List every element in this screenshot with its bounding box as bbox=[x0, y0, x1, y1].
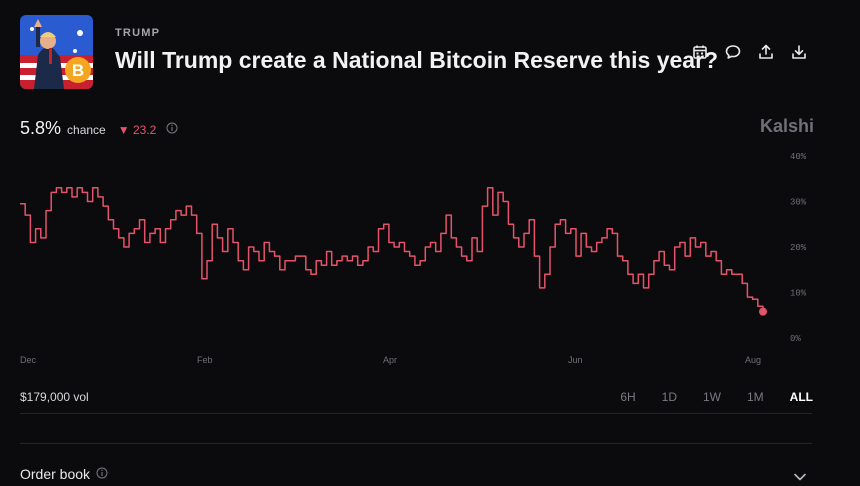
change-amount: 23.2 bbox=[132, 123, 157, 137]
order-book-toggle[interactable]: Order book bbox=[20, 466, 108, 482]
y-tick-label: 40% bbox=[790, 152, 807, 162]
x-tick-label: Dec bbox=[20, 355, 37, 365]
range-1d-button[interactable]: 1D bbox=[661, 390, 677, 404]
x-tick-label: Apr bbox=[383, 355, 397, 365]
probability-chart: 40% 30% 20% 10% 0% Dec Feb Apr Jun Aug bbox=[20, 152, 807, 365]
download-icon[interactable] bbox=[790, 43, 808, 61]
y-tick-label: 0% bbox=[790, 334, 801, 344]
market-thumbnail: B bbox=[20, 15, 93, 89]
trump-bitcoin-thumbnail-icon: B bbox=[20, 15, 93, 89]
info-icon[interactable] bbox=[166, 121, 178, 139]
probability-value: 5.8% bbox=[20, 118, 62, 138]
svg-text:B: B bbox=[72, 61, 84, 80]
order-book-label: Order book bbox=[20, 466, 91, 482]
divider bbox=[20, 443, 812, 444]
x-tick-label: Aug bbox=[745, 355, 761, 365]
series-line bbox=[20, 187, 764, 312]
info-icon[interactable] bbox=[96, 466, 108, 482]
last-point-marker bbox=[759, 307, 767, 316]
header-actions bbox=[691, 43, 808, 61]
page-title: Will Trump create a National Bitcoin Res… bbox=[115, 47, 719, 73]
x-tick-label: Jun bbox=[568, 355, 583, 365]
divider bbox=[20, 413, 812, 414]
y-tick-label: 30% bbox=[790, 198, 807, 208]
x-tick-label: Feb bbox=[197, 355, 213, 365]
change-value: ▼ 23.2 bbox=[118, 123, 157, 137]
down-triangle-icon: ▼ bbox=[117, 123, 130, 137]
range-6h-button[interactable]: 6H bbox=[620, 390, 636, 404]
time-range-selector: 6H 1D 1W 1M ALL bbox=[620, 390, 813, 404]
range-1w-button[interactable]: 1W bbox=[703, 390, 721, 404]
y-tick-label: 10% bbox=[790, 289, 807, 299]
market-category[interactable]: TRUMP bbox=[115, 27, 161, 39]
range-all-button[interactable]: ALL bbox=[789, 390, 813, 404]
calendar-icon[interactable] bbox=[691, 43, 709, 61]
y-tick-label: 20% bbox=[790, 243, 807, 253]
share-icon[interactable] bbox=[757, 43, 775, 61]
kalshi-logo: Kalshi bbox=[760, 116, 815, 136]
probability-label: chance bbox=[67, 123, 106, 137]
range-1m-button[interactable]: 1M bbox=[747, 390, 764, 404]
comment-icon[interactable] bbox=[724, 43, 742, 61]
chevron-down-icon[interactable] bbox=[794, 468, 806, 486]
probability-summary: 5.8% chance ▼ 23.2 bbox=[20, 118, 178, 139]
volume-label: $179,000 vol bbox=[20, 390, 89, 404]
